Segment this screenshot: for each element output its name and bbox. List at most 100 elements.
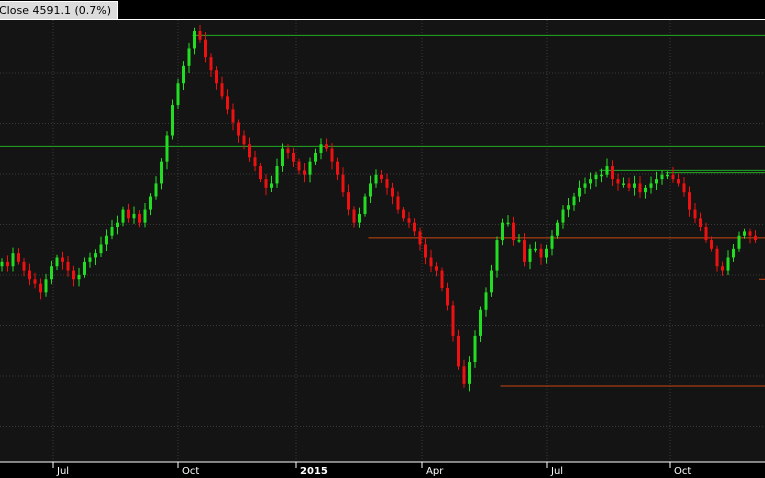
candle-up	[116, 222, 119, 228]
candle-up	[319, 144, 323, 153]
candle-down	[325, 144, 328, 149]
candles	[0, 25, 757, 392]
candle-down	[429, 257, 433, 267]
candle-up	[726, 257, 730, 271]
candle-up	[473, 335, 477, 363]
candle-down	[209, 57, 213, 71]
candle-down	[611, 166, 614, 180]
candle-up	[171, 105, 174, 136]
candle-down	[380, 174, 383, 180]
candle-down	[435, 266, 438, 271]
candle-down	[259, 166, 262, 180]
candle-up	[534, 248, 537, 251]
candle-up	[281, 148, 284, 167]
candle-down	[627, 183, 631, 188]
candle-up	[743, 231, 746, 236]
candle-up	[176, 83, 180, 106]
candle-down	[402, 209, 405, 219]
candle-up	[94, 253, 97, 258]
x-tick-label: 2015	[300, 466, 328, 477]
candle-down	[292, 152, 295, 162]
candle-up	[605, 166, 609, 175]
candle-down	[248, 144, 251, 158]
candle-down	[39, 283, 42, 293]
candle-up	[655, 179, 658, 184]
candle-up	[0, 261, 4, 267]
candle-down	[33, 279, 37, 284]
plot-area	[0, 20, 765, 462]
candle-up	[572, 196, 576, 206]
candle-down	[396, 196, 400, 210]
candle-down	[671, 174, 675, 180]
candle-down	[677, 179, 680, 184]
candle-down	[539, 248, 543, 258]
candle-down	[138, 213, 141, 223]
candle-up	[182, 65, 185, 84]
x-tick-label: Jul	[550, 466, 563, 477]
x-tick-label: Oct	[182, 466, 199, 477]
candle-down	[682, 183, 686, 193]
candle-down	[721, 266, 724, 271]
candle-down	[512, 222, 515, 241]
candle-down	[6, 261, 9, 267]
candle-up	[556, 222, 559, 236]
candle-down	[523, 240, 526, 262]
reference-lines	[0, 34, 765, 387]
candle-down	[418, 231, 422, 245]
candle-down	[237, 122, 240, 136]
candle-up	[600, 174, 603, 177]
candle-up	[369, 183, 372, 197]
candle-down	[330, 148, 334, 162]
candle-down	[748, 231, 752, 236]
candle-down	[231, 109, 235, 123]
candle-down	[710, 240, 713, 249]
candle-up	[50, 266, 53, 280]
candle-down	[72, 270, 75, 280]
candle-down	[413, 222, 416, 232]
candle-down	[385, 179, 389, 188]
candle-down	[616, 179, 620, 184]
candle-down	[704, 227, 708, 241]
candle-down	[754, 235, 757, 241]
candle-up	[649, 183, 653, 188]
candle-up	[165, 135, 169, 162]
candle-down	[242, 135, 246, 145]
candle-down	[66, 261, 70, 271]
candle-up	[468, 362, 471, 384]
candle-down	[424, 244, 427, 258]
candle-up	[270, 183, 273, 188]
candle-up	[737, 235, 741, 249]
candle-up	[732, 248, 735, 258]
x-tick-label: Apr	[426, 466, 444, 477]
candle-down	[451, 305, 455, 336]
candle-down	[28, 270, 31, 280]
candle-down	[352, 209, 356, 223]
candle-up	[314, 152, 317, 162]
candle-up	[644, 187, 647, 193]
x-axis-ticks: Jul Oct 2015 Apr Jul Oct	[52, 462, 691, 477]
candle-up	[594, 174, 598, 180]
candle-up	[55, 257, 59, 267]
candle-up	[495, 240, 499, 271]
candle-up	[567, 205, 570, 210]
candle-up	[88, 257, 92, 262]
candle-up	[363, 196, 367, 214]
candle-down	[215, 70, 218, 84]
candle-up	[77, 274, 81, 280]
candle-down	[286, 148, 290, 153]
candle-up	[187, 48, 191, 66]
candle-up	[583, 183, 587, 188]
candle-up	[545, 248, 548, 258]
candle-down	[264, 179, 268, 188]
candle-up	[308, 161, 312, 175]
candle-down	[204, 39, 207, 58]
candle-up	[517, 240, 521, 242]
candle-down	[391, 187, 394, 197]
candle-up	[589, 179, 592, 184]
candle-down	[297, 161, 301, 171]
candle-up	[578, 187, 581, 197]
candle-down	[699, 218, 702, 228]
candle-up	[275, 166, 279, 184]
